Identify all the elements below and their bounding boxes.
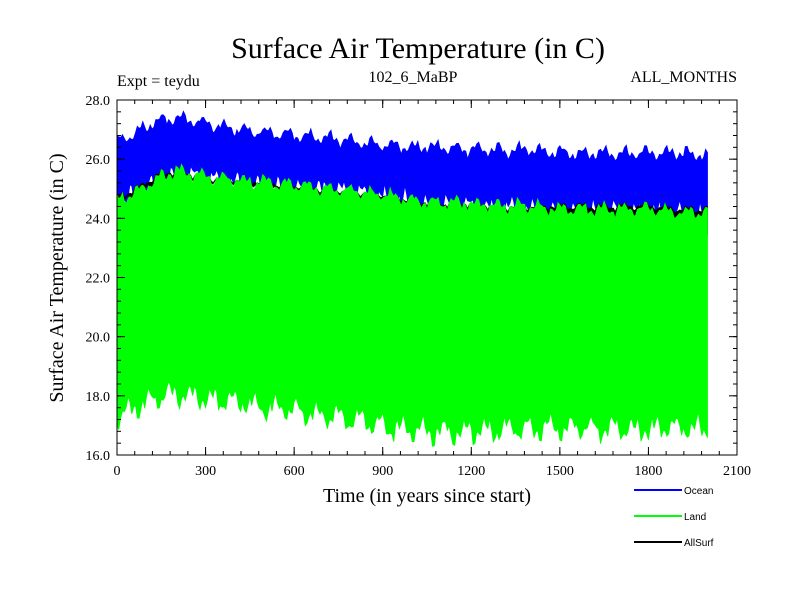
- months-label: ALL_MONTHS: [630, 69, 737, 86]
- x-tick-label: 300: [195, 464, 216, 479]
- y-axis-label: Surface Air Temperature (in C): [46, 153, 68, 402]
- legend: Ocean Land AllSurf: [634, 486, 714, 549]
- x-tick-label: 900: [372, 464, 393, 479]
- plot-frame: [116, 99, 738, 456]
- y-tick-label: 22.0: [86, 272, 111, 287]
- legend-label-land: Land: [684, 512, 706, 523]
- series-land-band: [116, 163, 708, 447]
- x-axis-label: Time (in years since start): [323, 485, 531, 507]
- x-tick-label: 1500: [546, 464, 574, 479]
- chart-title: Surface Air Temperature (in C): [231, 32, 605, 65]
- y-axis-ticks: 16.0 18.0 20.0 22.0 24.0 26.0 28.0: [86, 94, 737, 464]
- legend-label-ocean: Ocean: [684, 486, 713, 497]
- legend-label-allsurf: AllSurf: [684, 538, 714, 549]
- experiment-label: Expt = teydu: [117, 73, 200, 90]
- y-tick-label: 26.0: [86, 153, 111, 168]
- x-tick-label: 1800: [634, 464, 662, 479]
- plot-area: [116, 110, 708, 447]
- x-tick-label: 0: [114, 464, 121, 479]
- y-tick-label: 16.0: [86, 449, 111, 464]
- period-label: 102_6_MaBP: [369, 69, 458, 86]
- y-tick-label: 28.0: [86, 94, 111, 109]
- y-tick-label: 18.0: [86, 390, 111, 405]
- y-tick-label: 20.0: [86, 331, 111, 346]
- x-axis-ticks: 0 300 600 900 1200 1500 1800 2100: [114, 100, 751, 479]
- x-tick-label: 600: [284, 464, 305, 479]
- x-tick-label: 1200: [457, 464, 485, 479]
- y-tick-label: 24.0: [86, 212, 111, 227]
- x-tick-label: 2100: [723, 464, 751, 479]
